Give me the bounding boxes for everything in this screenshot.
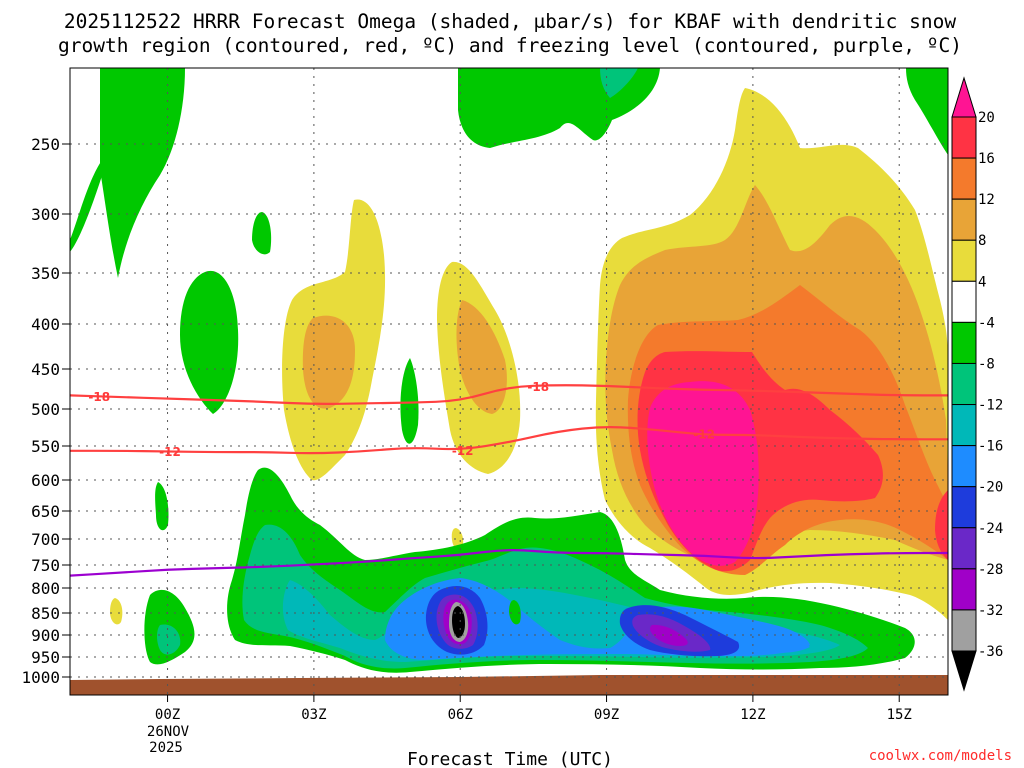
- omega-region-green-blob-350: [180, 270, 239, 414]
- omega-region-red-right-edge: [935, 490, 948, 560]
- y-tick-label: 400: [31, 315, 60, 334]
- grid-lines: [70, 68, 948, 695]
- colorbar-label: -4: [978, 315, 995, 331]
- y-tick-label: 600: [31, 471, 60, 490]
- contour-label: -18: [88, 390, 110, 404]
- contour-lines: [70, 384, 948, 577]
- colorbar-label: -12: [978, 398, 1003, 414]
- y-tick-label: 900: [31, 626, 60, 645]
- contour-labels: -18 -18 -12 -12 -12: [88, 380, 715, 459]
- omega-region-pink-max: [647, 381, 759, 566]
- chart-title-line1: 2025112522 HRRR Forecast Omega (shaded, …: [64, 10, 956, 33]
- contour-label: -12: [159, 445, 181, 459]
- colorbar-bottom-triangle: [951, 650, 977, 692]
- colorbar-label: -36: [978, 644, 1003, 660]
- y-tick-label: 550: [31, 437, 60, 456]
- colorbar-label: -28: [978, 562, 1003, 578]
- y-tick-label: 850: [31, 604, 60, 623]
- colorbar-swatch: [951, 404, 977, 447]
- omega-region-violet-right: [649, 624, 688, 646]
- colorbar-label: 8: [978, 233, 986, 249]
- x-tick-label: 06Z: [448, 707, 473, 723]
- colorbar-swatch: [951, 527, 977, 570]
- omega-region-green-upper-left: [100, 68, 185, 278]
- date-label-year: 2025: [149, 740, 183, 756]
- contour-label: -18: [527, 380, 549, 394]
- omega-region-green-small-left: [70, 150, 110, 252]
- y-tick-label: 650: [31, 502, 60, 521]
- y-tick-label: 800: [31, 579, 60, 598]
- colorbar-swatch: [951, 157, 977, 200]
- colorbar-swatch: [951, 116, 977, 159]
- chart-title-line2: growth region (contoured, red, ºC) and f…: [58, 34, 962, 57]
- colorbar-swatch: [951, 486, 977, 529]
- colorbar-top-triangle: [951, 76, 977, 118]
- y-tick-label: 700: [31, 530, 60, 549]
- omega-region-orange-center: [456, 300, 507, 414]
- x-tick-label: 03Z: [301, 707, 326, 723]
- colorbar-label: 12: [978, 192, 995, 208]
- colorbar-swatch: [951, 321, 977, 364]
- y-tick-label: 1000: [21, 668, 60, 687]
- credit-link[interactable]: coolwx.com/models: [869, 748, 1012, 764]
- colorbar-label: -20: [978, 480, 1003, 496]
- colorbar-label: -16: [978, 439, 1003, 455]
- colorbar-swatch: [951, 445, 977, 488]
- y-tick-label: 300: [31, 205, 60, 224]
- y-tick-label: 250: [31, 135, 60, 154]
- plot-frame: [69, 67, 949, 696]
- omega-shading: [70, 68, 948, 695]
- colorbar-label: 20: [978, 110, 995, 126]
- omega-region-yellow-speck-850: [110, 598, 123, 625]
- y-tick-label: 500: [31, 400, 60, 419]
- x-tick-label: 00Z: [155, 707, 180, 723]
- colorbar-label: 16: [978, 151, 995, 167]
- y-tick-label: 350: [31, 264, 60, 283]
- contour-dendritic-bottom: [70, 426, 948, 455]
- omega-region-orange-left: [302, 315, 355, 409]
- contour-label: -12: [452, 444, 474, 458]
- omega-region-teal-lower-left: [157, 624, 181, 655]
- x-axis-label: Forecast Time (UTC): [407, 749, 613, 768]
- omega-region-green-speck-800: [155, 482, 169, 531]
- colorbar-swatch: [951, 198, 977, 241]
- y-tick-label: 750: [31, 556, 60, 575]
- colorbar-swatch: [951, 609, 977, 652]
- colorbar-label: -8: [978, 356, 995, 372]
- colorbar-label: -24: [978, 521, 1003, 537]
- colorbar-swatch: [951, 568, 977, 611]
- omega-region-teal-top-center: [600, 68, 638, 98]
- colorbar-label: -32: [978, 603, 1003, 619]
- x-axis-ticks: 00Z 03Z 06Z 09Z 12Z 15Z: [155, 695, 912, 723]
- omega-region-blue-right-edge: [768, 639, 810, 653]
- omega-region-green-speck-860: [509, 600, 521, 625]
- contour-freezing-level: [70, 549, 948, 577]
- date-label-day: 26NOV: [147, 724, 190, 740]
- contour-dendritic-top: [70, 384, 948, 405]
- colorbar: 20 16 12 8 4 -4 -8 -12 -16 -20 -24 -28 -32 -36: [951, 76, 1003, 692]
- y-tick-label: 450: [31, 360, 60, 379]
- colorbar-label: 4: [978, 274, 986, 290]
- x-tick-label: 15Z: [887, 707, 912, 723]
- x-tick-label: 12Z: [740, 707, 765, 723]
- colorbar-swatch: [951, 280, 977, 323]
- y-axis-ticks: 250 300 350 400 450 500 550 600 650 700 750 800 850 9…: [21, 135, 70, 687]
- omega-region-green-top-right: [906, 68, 948, 155]
- y-tick-label: 950: [31, 648, 60, 667]
- colorbar-swatch: [951, 239, 977, 282]
- omega-region-black-center: [452, 606, 465, 638]
- omega-region-green-speck-300: [252, 212, 272, 255]
- terrain: [70, 675, 948, 695]
- x-tick-label: 09Z: [594, 707, 619, 723]
- contour-label: -12: [693, 427, 715, 441]
- omega-region-green-sliver-450: [400, 358, 419, 444]
- colorbar-swatch: [951, 362, 977, 406]
